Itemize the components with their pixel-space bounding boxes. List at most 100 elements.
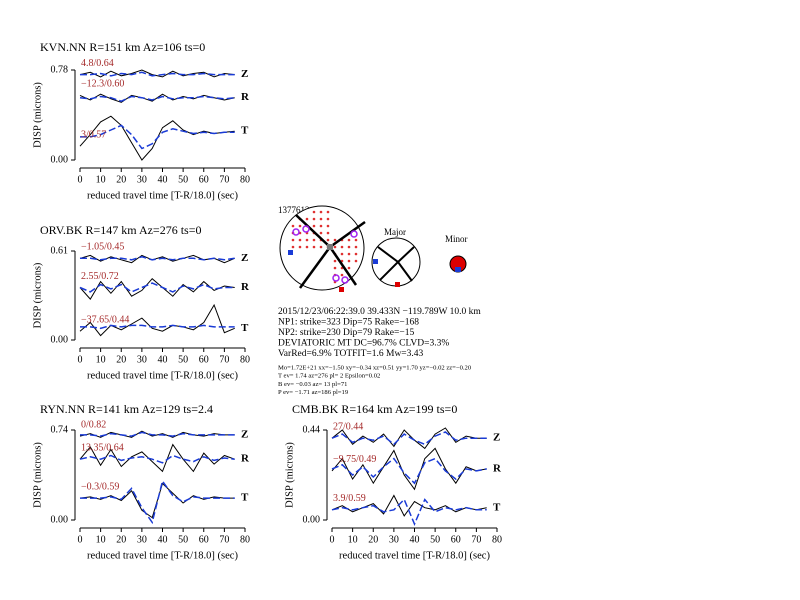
info-line: NP1: strike=323 Dip=75 Rake=−168 <box>278 318 419 328</box>
panel-title: CMB.BK R=164 km Az=199 ts=0 <box>292 402 457 416</box>
detail-line: B ev= −0.03 az= 13 pl=71 <box>278 381 347 388</box>
fit-annotation: −9.75/0.49 <box>333 454 376 465</box>
dot <box>312 217 316 221</box>
dot <box>305 217 309 221</box>
x-tick-label: 80 <box>240 354 250 365</box>
x-tick-label: 0 <box>78 534 83 545</box>
dot <box>347 245 351 249</box>
data-trace <box>79 303 235 337</box>
fit-annotation: −1.05/0.45 <box>81 242 124 253</box>
panel-title: RYN.NN R=141 km Az=129 ts=2.4 <box>40 402 213 416</box>
detail-line: T ev= 1.74 az=276 pl= 2 Epsilon=0.02 <box>278 373 380 380</box>
component-label: T <box>241 125 249 137</box>
x-tick-label: 0 <box>330 534 335 545</box>
fit-annotation: −12.3/0.60 <box>81 79 124 90</box>
synthetic-trace <box>80 431 235 437</box>
fit-annotation: 3/0.57 <box>81 129 106 140</box>
y-tick-label: 0.00 <box>51 154 69 165</box>
y-tick-label: 0.00 <box>51 334 69 345</box>
dot <box>340 252 344 256</box>
x-tick-label: 20 <box>116 174 126 185</box>
x-tick-label: 20 <box>116 534 126 545</box>
x-tick-label: 80 <box>240 534 250 545</box>
synthetic-trace <box>79 95 235 103</box>
major-label: Major <box>384 227 406 237</box>
fit-annotation: 27/0.44 <box>333 421 363 432</box>
p-axis <box>339 287 344 292</box>
dot <box>291 224 295 228</box>
synthetic-trace <box>80 124 235 150</box>
dot <box>291 245 295 249</box>
component-label: T <box>241 322 249 334</box>
x-tick-label: 10 <box>96 174 106 185</box>
dot <box>354 238 358 242</box>
x-tick-label: 10 <box>96 354 106 365</box>
x-axis-label: reduced travel time [T-R/18.0] (sec) <box>87 550 238 561</box>
dot <box>347 259 351 263</box>
panel-title: ORV.BK R=147 km Az=276 ts=0 <box>40 223 201 237</box>
info-line: DEVIATORIC MT DC=96.7% CLVD=3.3% <box>278 339 449 349</box>
dot <box>333 238 337 242</box>
station <box>302 225 310 233</box>
dot <box>333 259 337 263</box>
info-line: 2015/12/23/06:22:39.0 39.433N −119.789W … <box>278 307 481 317</box>
minor-t <box>455 267 461 272</box>
waveform-panel: CMB.BK R=164 km Az=199 ts=0 0.00 0.44 DISP … <box>284 402 502 562</box>
major-p <box>395 282 400 287</box>
dot <box>333 266 337 270</box>
y-tick-label: 0.78 <box>51 64 69 75</box>
x-tick-label: 60 <box>199 354 209 365</box>
y-axis-label: DISP (microns) <box>284 442 295 508</box>
y-tick-label: 0.61 <box>51 245 69 256</box>
event-info: 2015/12/23/06:22:39.0 39.433N −119.789W … <box>278 307 481 396</box>
x-tick-label: 60 <box>451 534 461 545</box>
beachball <box>279 205 365 291</box>
fit-annotation: 2.55/0.72 <box>81 271 119 282</box>
synthetic-trace <box>331 431 487 446</box>
x-tick-label: 80 <box>240 174 250 185</box>
minor-label: Minor <box>445 234 468 244</box>
dot <box>326 217 330 221</box>
dot <box>354 252 358 256</box>
y-tick-label: 0.44 <box>303 424 321 435</box>
x-axis-label: reduced travel time [T-R/18.0] (sec) <box>339 550 490 561</box>
synthetic-trace <box>80 479 235 525</box>
x-tick-label: 70 <box>219 534 229 545</box>
x-tick-label: 30 <box>137 534 147 545</box>
detail-line: P ev= −1.71 az=186 pl=19 <box>278 389 349 396</box>
x-axis-label: reduced travel time [T-R/18.0] (sec) <box>87 190 238 201</box>
component-label: R <box>241 453 250 465</box>
focal-mechanism: 1377612 Major Minor <box>278 205 468 292</box>
x-tick-label: 50 <box>178 534 188 545</box>
dot <box>347 266 351 270</box>
dot <box>312 224 316 228</box>
component-label: Z <box>241 252 248 264</box>
t-axis <box>288 250 293 255</box>
fit-annotation: −37.65/0.44 <box>81 315 129 326</box>
component-label: R <box>241 281 250 293</box>
x-tick-label: 40 <box>158 534 168 545</box>
dot <box>298 238 302 242</box>
dot <box>291 238 295 242</box>
dot <box>354 245 358 249</box>
station <box>332 274 340 282</box>
x-tick-label: 30 <box>389 534 399 545</box>
fit-annotation: −0.3/0.59 <box>81 481 119 492</box>
dot <box>347 252 351 256</box>
x-tick-label: 40 <box>410 534 420 545</box>
x-tick-label: 60 <box>199 534 209 545</box>
dot <box>326 210 330 214</box>
dot <box>305 238 309 242</box>
x-tick-label: 0 <box>78 354 83 365</box>
component-label: R <box>241 91 250 103</box>
data-trace <box>79 93 235 103</box>
waveform-panel: KVN.NN R=151 km Az=106 ts=0 0.00 0.78 DISP … <box>32 40 250 202</box>
info-line: VarRed=6.9% TOTFIT=1.6 Mw=3.43 <box>278 349 424 359</box>
fit-annotation: 4.8/0.64 <box>81 58 114 69</box>
synthetic-trace <box>80 71 235 77</box>
x-tick-label: 80 <box>492 534 502 545</box>
dot <box>319 224 323 228</box>
y-axis-label: DISP (microns) <box>32 442 43 508</box>
x-tick-label: 30 <box>137 174 147 185</box>
